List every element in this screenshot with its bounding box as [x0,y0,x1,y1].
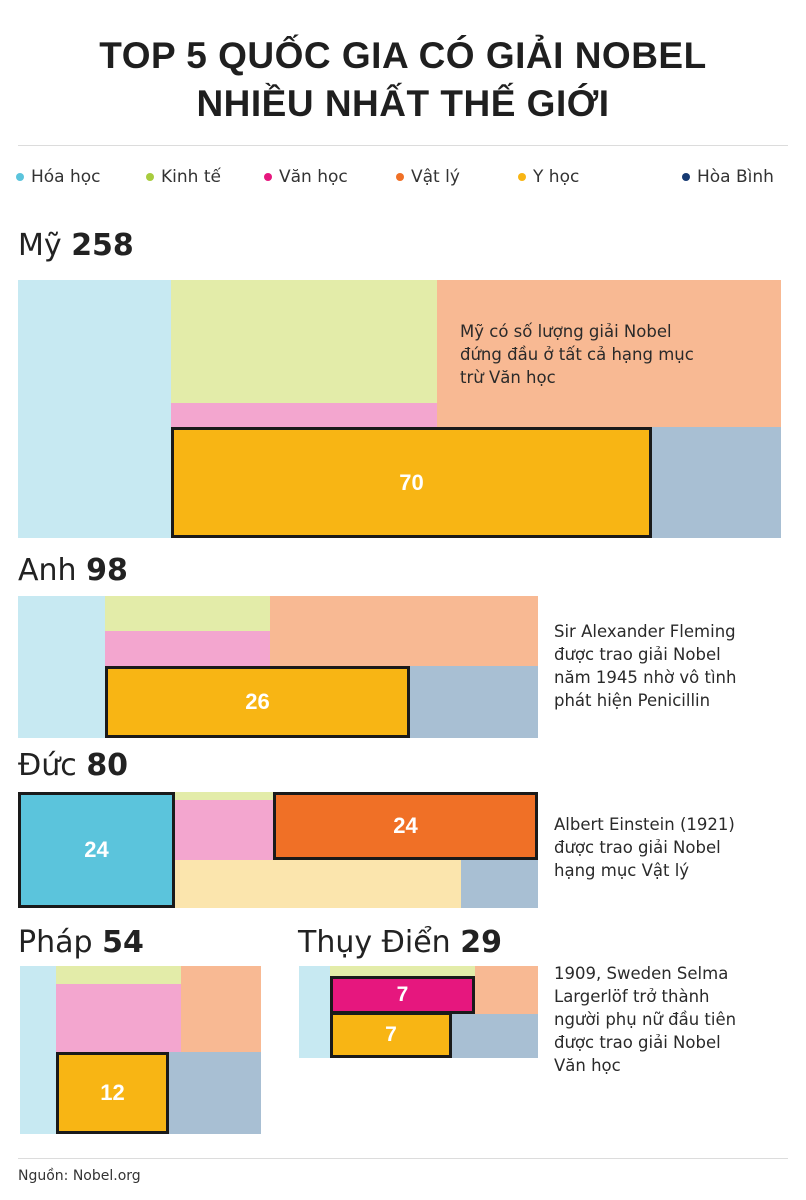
tile-kinh-te [330,966,475,976]
tile-hoa-binh [651,427,781,538]
tile-kinh-te [56,966,181,984]
top-divider [18,145,788,146]
note-duc: Albert Einstein (1921) được trao giải No… [554,813,735,882]
note-line: Sir Alexander Fleming [554,622,736,641]
note-line: người phụ nữ đầu tiên [554,1010,737,1029]
tile-van-hoc [56,984,181,1052]
legend-dot-icon [682,173,690,181]
note-line: Largerlöf trở thành [554,987,710,1006]
tile-vat-ly [181,966,261,1052]
highlight-tile-y-hoc: 12 [56,1052,169,1134]
tile-van-hoc [171,403,437,427]
tile-van-hoc [175,800,275,860]
tile-value: 26 [245,689,270,714]
legend-label: Vật lý [411,167,460,187]
highlight-tile-hoa-hoc: 24 [18,792,175,908]
highlight-tile-y-hoc: 7 [330,1012,452,1058]
note-line: 1909, Sweden Selma [554,964,729,983]
country-name: Mỹ [18,228,62,263]
note-thuy-dien: 1909, Sweden Selma Largerlöf trở thành n… [554,962,736,1077]
tile-value: 12 [100,1080,125,1105]
chart-title: TOP 5 QUỐC GIA CÓ GIẢI NOBEL NHIỀU NHẤT … [0,32,806,128]
note-line: được trao giải Nobel [554,1033,721,1052]
country-name: Đức [18,748,77,783]
title-line-1: TOP 5 QUỐC GIA CÓ GIẢI NOBEL [99,35,707,76]
tile-hoa-binh [169,1052,261,1134]
tile-value: 70 [399,469,424,495]
note-line: đứng đầu ở tất cả hạng mục [460,345,694,364]
highlight-tile-y-hoc: 26 [105,666,410,738]
country-total: 98 [86,553,128,588]
legend-dot-icon [16,173,24,181]
note-line: được trao giải Nobel [554,645,721,664]
tile-hoa-hoc [18,280,171,538]
legend-item-hoa-binh: Hòa Bình [682,165,774,189]
tile-hoa-binh [410,666,538,738]
tile-y-hoc [175,860,461,908]
note-line: phát hiện Penicillin [554,691,711,710]
country-total: 29 [460,925,502,960]
country-label-duc: Đức 80 [18,748,128,784]
bottom-divider [18,1158,788,1159]
note-line: Mỹ có số lượng giải Nobel [460,322,672,341]
note-line: năm 1945 nhờ vô tình [554,668,737,687]
legend-item-kinh-te: Kinh tế [146,165,221,189]
country-label-thuy-dien: Thụy Điển 29 [298,925,502,961]
country-name: Anh [18,553,77,588]
country-total: 258 [71,228,134,263]
tile-value: 24 [84,837,109,862]
tile-vat-ly [437,280,781,427]
legend-item-van-hoc: Văn học [264,165,348,189]
legend-label: Kinh tế [161,167,221,187]
legend-label: Hòa Bình [697,167,774,187]
note-line: Albert Einstein (1921) [554,815,735,834]
tile-value: 24 [393,813,418,838]
tile-van-hoc [105,631,270,666]
tile-hoa-hoc [20,966,56,1134]
tile-vat-ly [270,596,538,666]
country-total: 80 [86,748,129,783]
highlight-tile-y-hoc: 70 [171,427,652,538]
country-label-anh: Anh 98 [18,553,128,589]
legend-dot-icon [264,173,272,181]
tile-hoa-binh [461,860,538,908]
country-label-my: Mỹ 258 [18,228,134,264]
tile-kinh-te [171,280,437,403]
legend-item-hoa-hoc: Hóa học [16,165,101,189]
tile-hoa-binh [452,1014,538,1058]
tile-vat-ly [475,966,538,1014]
note-line: được trao giải Nobel [554,838,721,857]
country-name: Thụy Điển [298,925,451,960]
legend-dot-icon [396,173,404,181]
legend-dot-icon [518,173,526,181]
source-text: Nguồn: Nobel.org [18,1168,141,1184]
legend-label: Văn học [279,167,348,187]
tile-value: 7 [396,983,409,1006]
legend-item-y-hoc: Y học [518,165,579,189]
tile-value: 7 [385,1023,397,1046]
legend-label: Hóa học [31,167,101,187]
legend-label: Y học [533,167,580,187]
note-line: Văn học [554,1056,621,1075]
title-line-2: NHIỀU NHẤT THẾ GIỚI [196,83,610,124]
country-label-phap: Pháp 54 [18,925,144,961]
note-line: hạng mục Vật lý [554,861,690,880]
note-anh: Sir Alexander Fleming được trao giải Nob… [554,620,736,712]
note-line: trừ Văn học [460,368,556,387]
tile-kinh-te [105,596,270,631]
highlight-tile-vat-ly: 24 [273,792,538,860]
note-my: Mỹ có số lượng giải Nobel đứng đầu ở tất… [460,320,694,389]
country-name: Pháp [18,925,93,960]
legend-item-vat-ly: Vật lý [396,165,460,189]
tile-hoa-hoc [18,596,105,738]
legend-dot-icon [146,173,154,181]
tile-hoa-hoc [299,966,330,1058]
highlight-tile-van-hoc: 7 [330,976,475,1014]
country-total: 54 [102,925,144,960]
tile-kinh-te [175,792,275,800]
